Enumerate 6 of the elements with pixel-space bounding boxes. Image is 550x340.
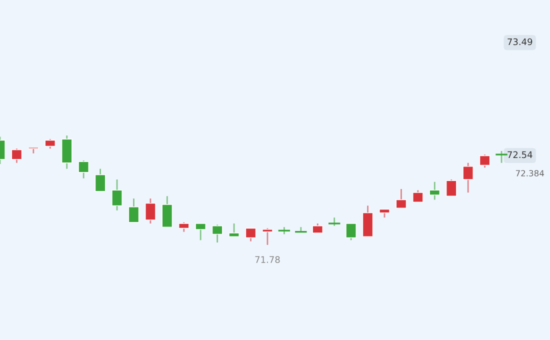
annotation: 71.78: [255, 256, 280, 263]
candlestick: [446, 178, 457, 197]
y-tick-label: 72.54: [508, 151, 532, 158]
y-tick-label: 73.49: [508, 38, 532, 46]
candlestick: [295, 226, 307, 233]
text: 72.384: [516, 170, 544, 176]
